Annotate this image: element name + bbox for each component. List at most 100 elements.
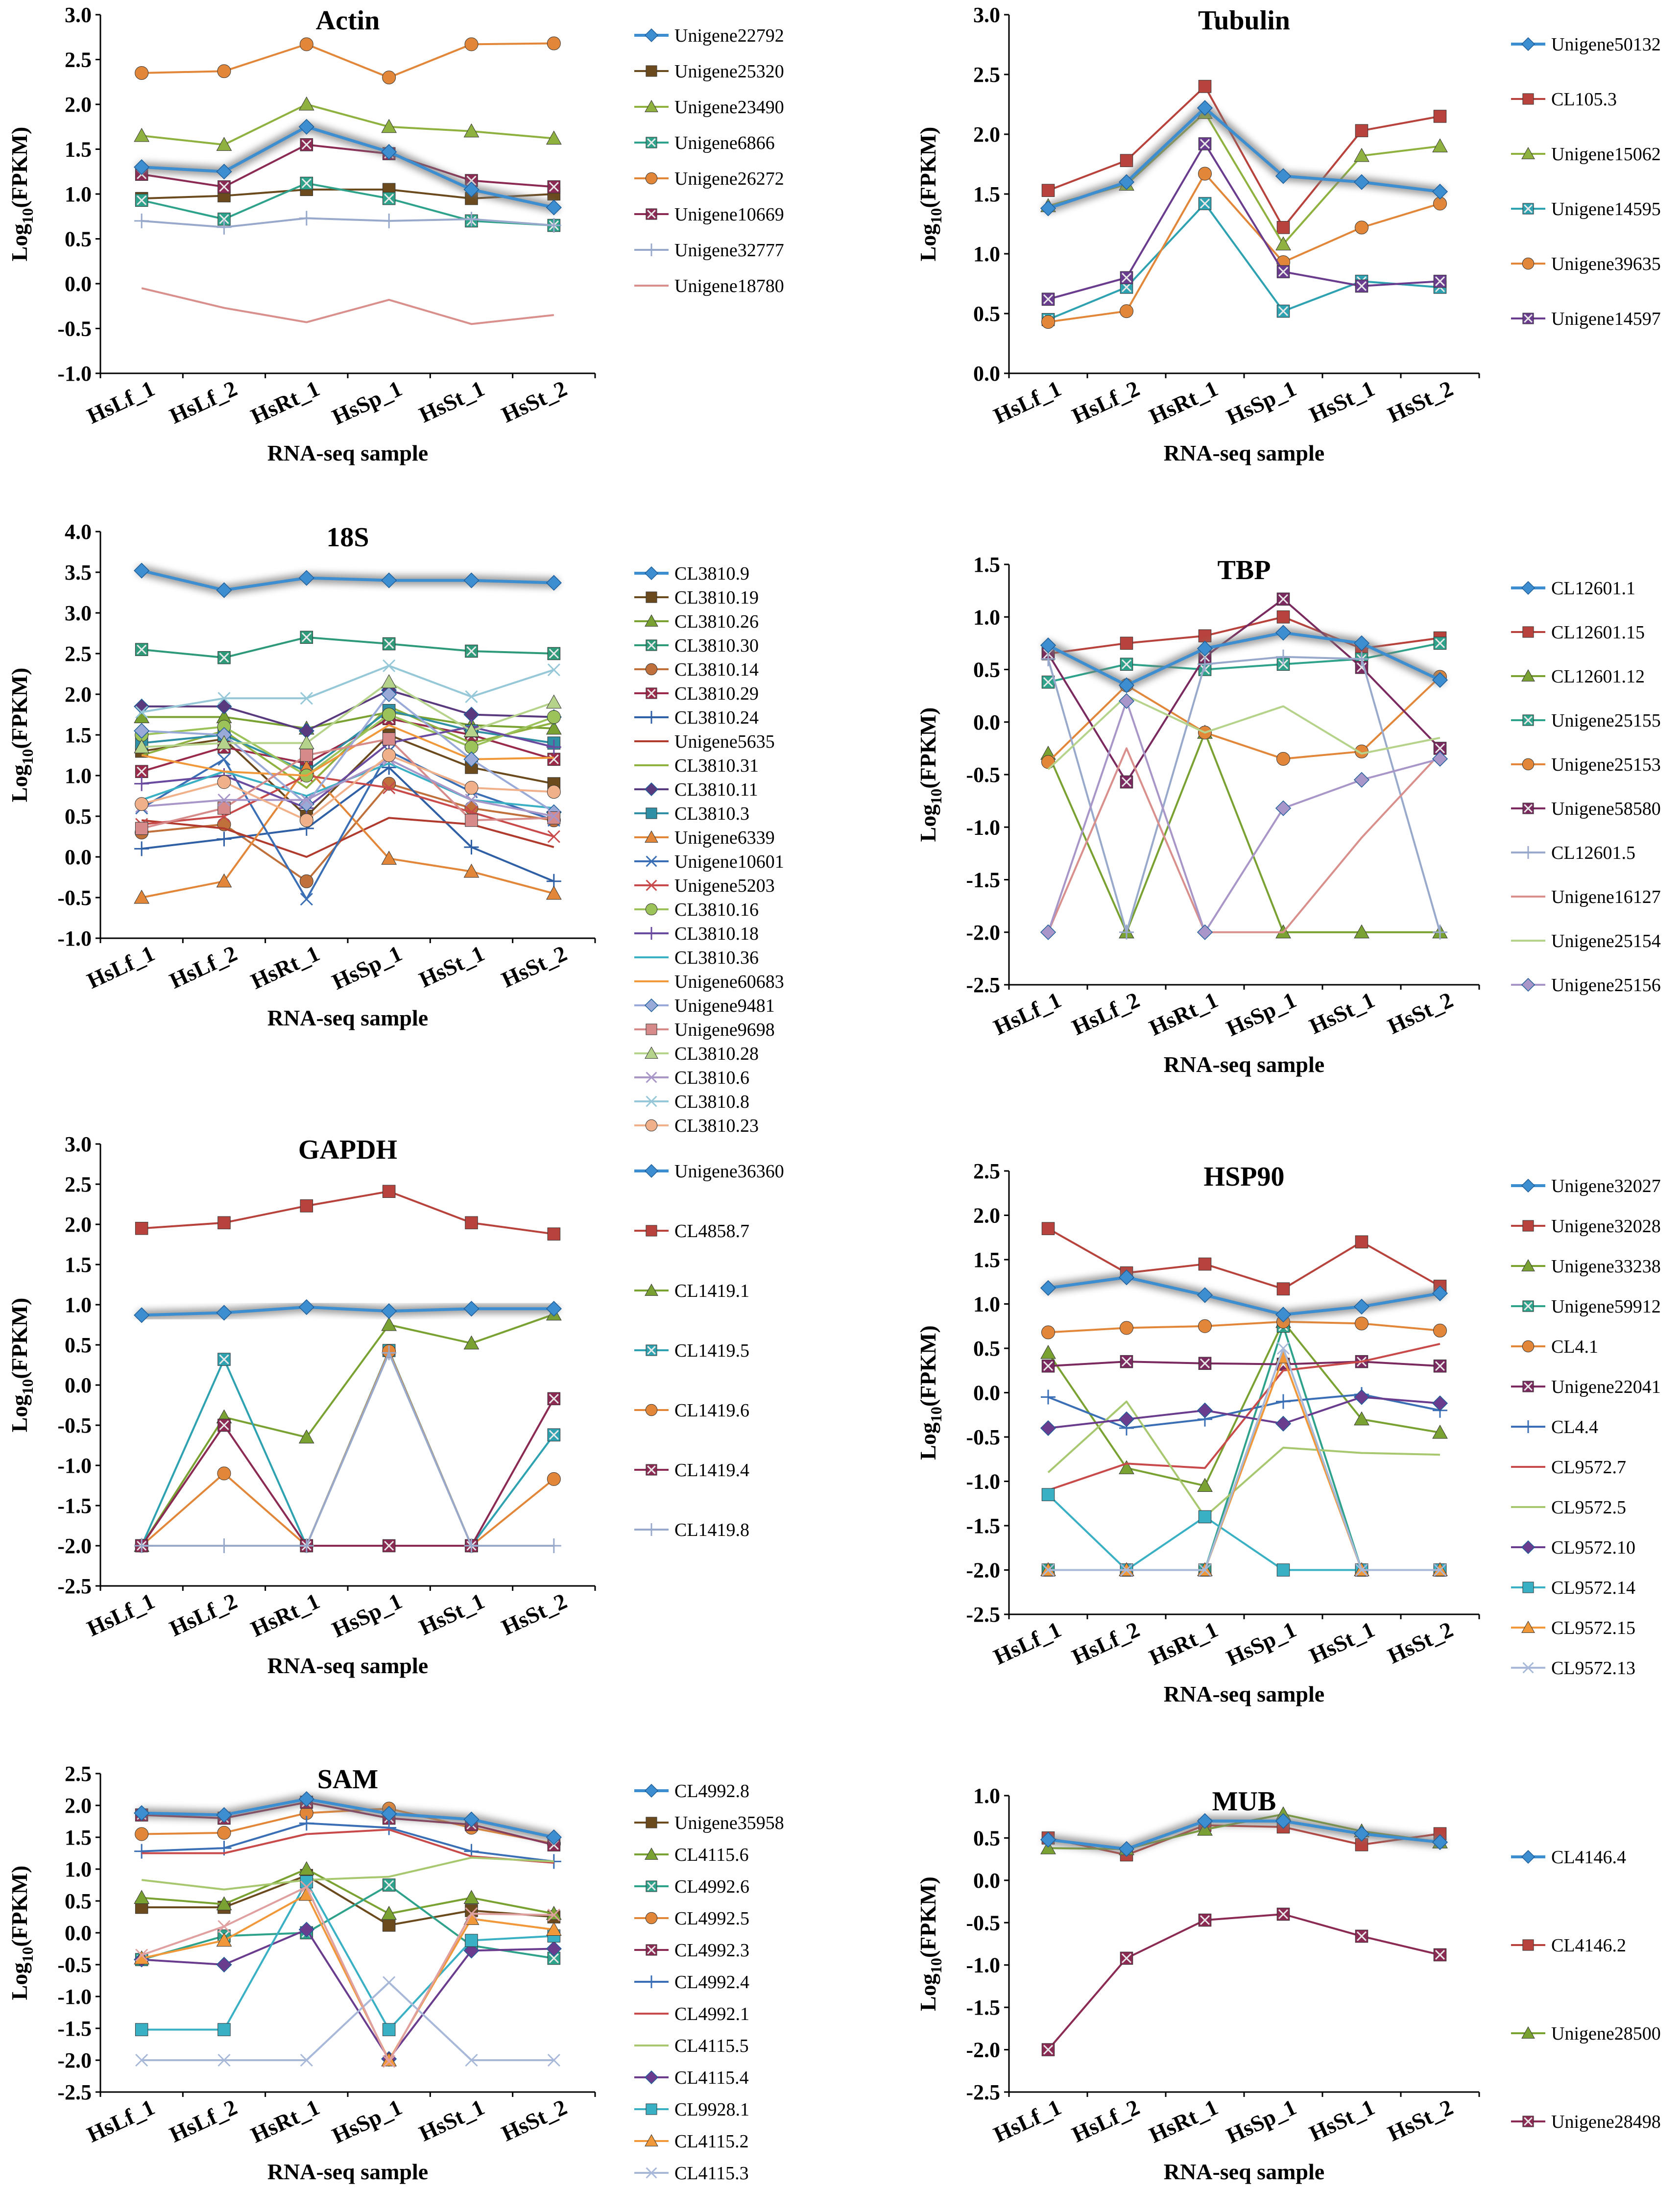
- legend-item-cl9572-15: CL9572.15: [1511, 1618, 1635, 1638]
- legend-label: CL4115.4: [674, 2068, 749, 2088]
- data-point: [1040, 637, 1056, 654]
- y-tick-label: 1.0: [973, 1784, 1000, 1808]
- y-axis-title: Log10(FPKM): [915, 707, 945, 842]
- y-tick-label: 0.0: [65, 1921, 92, 1945]
- legend-item-cl4992-1: CL4992.1: [634, 2004, 749, 2024]
- data-point: [1041, 1325, 1055, 1339]
- legend-label: Unigene25154: [1551, 931, 1661, 951]
- data-point: [217, 2053, 231, 2067]
- data-point: [1041, 184, 1055, 197]
- legend-label: CL3810.8: [674, 1092, 749, 1112]
- y-tick-label: 0.0: [65, 272, 92, 296]
- data-point: [463, 1335, 480, 1350]
- series-line: [142, 693, 554, 813]
- data-point: [465, 1934, 478, 1947]
- legend-label: Unigene25156: [1551, 975, 1661, 996]
- legend-label: CL4992.3: [674, 1940, 749, 1961]
- legend-label: Unigene32027: [1551, 1176, 1661, 1196]
- data-point: [299, 1816, 314, 1831]
- x-tick-label: HsRt_1: [247, 1588, 323, 1642]
- legend-item-cl1419-8: CL1419.8: [634, 1520, 749, 1540]
- data-point: [1198, 137, 1212, 150]
- x-tick-label: HsLf_2: [1068, 1617, 1144, 1670]
- legend-item-cl3810-26: CL3810.26: [634, 611, 759, 632]
- data-point: [547, 1392, 561, 1406]
- data-point: [134, 1307, 150, 1323]
- series-cl4-1: [1041, 1315, 1447, 1339]
- x-axis-title: RNA-seq sample: [267, 1005, 428, 1030]
- marker-cross: [647, 1346, 656, 1355]
- data-point: [1355, 1235, 1368, 1249]
- data-point: [546, 1922, 562, 1936]
- data-point: [216, 1538, 232, 1553]
- x-tick-label: HsLf_2: [1068, 2094, 1144, 2147]
- y-tick-label: 2.5: [973, 63, 1000, 87]
- legend-marker: [1522, 2116, 1534, 2127]
- data-point: [1276, 1907, 1290, 1921]
- y-tick-label: -2.0: [966, 2038, 1000, 2062]
- series-unigene25154: [1047, 695, 1440, 770]
- data-point: [134, 1805, 150, 1821]
- data-point: [216, 1956, 232, 1973]
- data-point: [1198, 1913, 1212, 1927]
- x-tick-label: HsSt_1: [415, 941, 488, 993]
- legend-item-cl12601-15: CL12601.15: [1511, 622, 1645, 643]
- legend-item-cl9928-1: CL9928.1: [634, 2099, 749, 2120]
- data-point: [298, 570, 314, 586]
- legend-marker: [1522, 257, 1535, 270]
- legend-marker: [1522, 1381, 1534, 1392]
- data-point: [135, 765, 148, 778]
- marker-cross: [384, 194, 394, 204]
- legend-label: Unigene14597: [1551, 309, 1661, 329]
- y-axis-title-rest: (FPKM): [915, 127, 940, 208]
- data-point: [217, 1418, 231, 1432]
- legend-item-cl12601-12: CL12601.12: [1511, 666, 1645, 687]
- legend-marker: [645, 711, 658, 724]
- data-point: [382, 71, 396, 85]
- data-point: [217, 1216, 231, 1229]
- legend-item-cl3810-28: CL3810.28: [634, 1044, 759, 1064]
- data-point: [382, 1919, 396, 1932]
- series-unigene25156: [1040, 693, 1448, 940]
- x-tick-label: HsSt_2: [1384, 987, 1457, 1039]
- data-point: [1275, 625, 1292, 641]
- y-tick-label: 0.5: [65, 1889, 92, 1913]
- data-point: [134, 1538, 149, 1553]
- series-cl1419-1: [134, 1306, 562, 1552]
- data-point: [135, 1948, 148, 1962]
- data-point: [299, 874, 313, 888]
- marker-cross: [647, 689, 656, 698]
- y-axis-title-subscript: 10: [927, 1958, 945, 1973]
- legend-label: CL3810.14: [674, 659, 759, 680]
- legend-item-unigene32028: Unigene32028: [1511, 1216, 1661, 1237]
- legend-label: CL4992.8: [674, 1781, 749, 1801]
- data-point: [217, 180, 231, 194]
- data-point: [382, 1539, 396, 1553]
- series-line: [141, 766, 554, 882]
- data-point: [1276, 1563, 1290, 1577]
- chart-panel-gapdh: 3.0 2.5 2.0 1.5 1.0 0.5 0.0 -0.5 -1.0 -1.5 -2.0 -2.…: [7, 1132, 784, 1678]
- data-point: [463, 1811, 480, 1827]
- y-axis-title: Log10(FPKM): [915, 1876, 945, 2011]
- legend-marker: [1521, 977, 1536, 992]
- legend-marker: [645, 927, 658, 940]
- series-unigene26272: [135, 36, 561, 85]
- legend-item-cl4992-5: CL4992.5: [634, 1908, 749, 1929]
- data-point: [546, 739, 561, 755]
- data-point: [465, 1907, 478, 1921]
- data-point: [1040, 924, 1056, 940]
- y-tick-label: 1.0: [973, 1292, 1000, 1316]
- data-point: [547, 830, 560, 843]
- y-axis-title-base: Log: [915, 1973, 940, 2011]
- data-point: [547, 753, 561, 766]
- series-unigene18780: [141, 287, 554, 325]
- data-point: [300, 2053, 313, 2067]
- data-point: [300, 692, 313, 705]
- y-tick-label: 2.0: [65, 682, 92, 706]
- legend-marker: [1522, 846, 1535, 859]
- x-axis-title: RNA-seq sample: [1164, 1681, 1324, 1706]
- legend-label: CL3810.29: [674, 683, 759, 704]
- marker-cross: [1278, 306, 1289, 316]
- legend-label: Unigene10669: [674, 204, 784, 225]
